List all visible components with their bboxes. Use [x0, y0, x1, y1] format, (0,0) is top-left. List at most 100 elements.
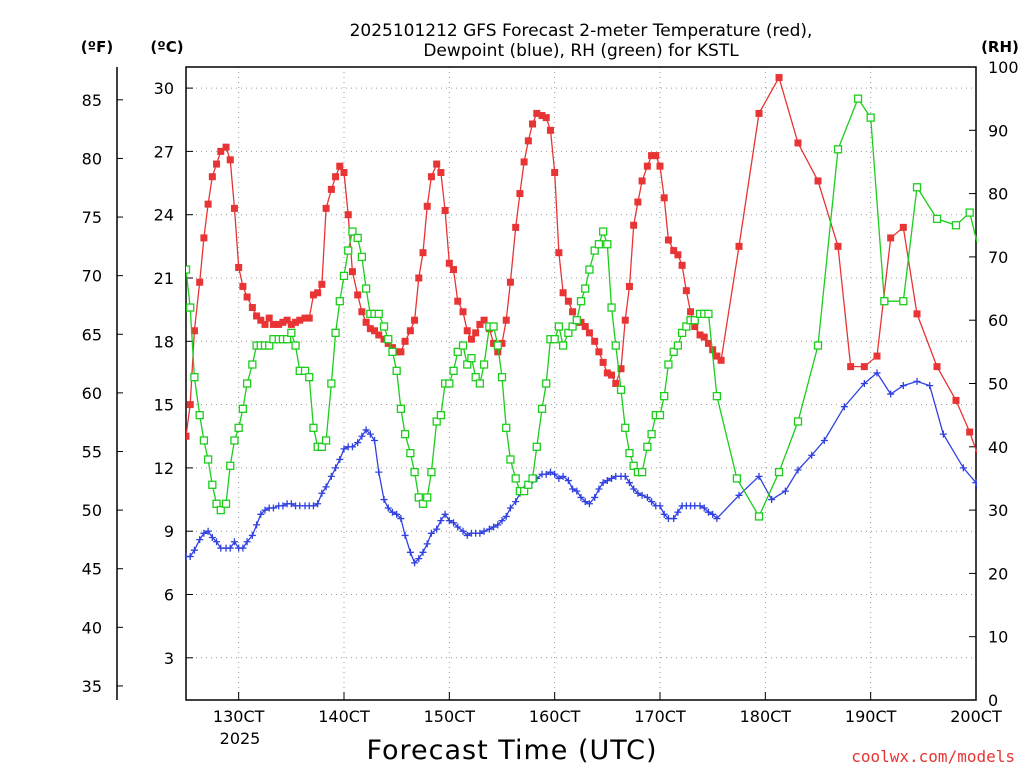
temperature-point — [506, 278, 514, 286]
dewpoint-point — [437, 517, 445, 525]
temperature-point — [393, 348, 401, 356]
rh-point — [230, 436, 239, 445]
temperature-point — [301, 314, 309, 322]
temperature-point — [358, 308, 366, 316]
rh-point — [899, 297, 908, 306]
dewpoint-point — [577, 493, 585, 501]
temperature-point — [1005, 355, 1012, 362]
fahrenheit-tick-label: 80 — [82, 149, 102, 168]
temperature-point — [336, 162, 344, 170]
rh-point — [598, 227, 608, 236]
temperature-point — [467, 335, 475, 343]
temperature-point — [648, 152, 656, 160]
temperature-point — [564, 297, 572, 305]
rh-tick-label: 10 — [988, 628, 1008, 647]
rh-tick-label: 60 — [988, 311, 1008, 330]
dewpoint-point — [794, 466, 802, 474]
grid — [186, 67, 976, 700]
temperature-point — [735, 242, 743, 250]
dewpoint-point — [585, 500, 593, 508]
rh-point — [629, 461, 638, 470]
celsius-tick-label: 30 — [154, 79, 174, 98]
temperature-point — [512, 223, 520, 231]
fahrenheit-tick-label: 35 — [82, 677, 102, 696]
temperature-point — [674, 251, 682, 259]
temperature-point — [406, 327, 414, 335]
rh-point — [208, 480, 217, 489]
temperature-point — [933, 363, 941, 371]
rh-point — [203, 455, 213, 464]
rh-point — [912, 183, 922, 192]
rh-point — [647, 429, 656, 439]
rh-point — [682, 322, 691, 331]
temperature-point — [380, 335, 388, 343]
temperature-point — [480, 316, 488, 324]
rh-point — [335, 297, 344, 306]
series-dewpoint — [186, 369, 977, 567]
rh-point — [951, 221, 961, 230]
fahrenheit-tick-label: 40 — [82, 618, 102, 637]
fahrenheit-tick-label: 70 — [82, 267, 102, 286]
rh-point — [475, 379, 485, 388]
dewpoint-point — [696, 502, 704, 510]
rh-point — [616, 385, 626, 394]
temperature-point — [775, 74, 783, 82]
temperature-point — [638, 177, 646, 185]
time-tick-label: 190CT — [845, 707, 897, 726]
dewpoint-point — [485, 525, 493, 533]
dewpoint-point — [388, 508, 396, 516]
temperature-point — [362, 318, 370, 326]
rh-point — [833, 145, 843, 154]
temperature-point — [691, 323, 699, 331]
rh-point — [414, 493, 423, 502]
x-axis-label: Forecast Time (UTC) — [366, 735, 657, 766]
temperature-point — [423, 202, 431, 210]
dewpoint-point — [926, 382, 934, 390]
temperature-point — [546, 126, 554, 134]
dewpoint-point — [887, 390, 895, 398]
dewpoint-point — [551, 470, 559, 478]
celsius-tick-label: 24 — [154, 206, 174, 225]
dewpoint-point — [480, 527, 488, 535]
dewpoint-point — [555, 474, 563, 482]
temperature-point — [433, 160, 441, 168]
rh-point — [379, 322, 389, 331]
temperature-point — [498, 339, 506, 347]
temperature-point — [235, 263, 243, 271]
temperature-point — [340, 169, 348, 176]
temperature-point — [529, 120, 537, 128]
temperature-point — [200, 234, 208, 242]
celsius-tick-label: 12 — [154, 459, 174, 478]
celsius-tick-label: 27 — [154, 142, 174, 161]
temperature-point — [494, 348, 502, 356]
rh-point — [999, 431, 1006, 438]
rh-point — [603, 240, 612, 249]
temperature-point — [577, 318, 585, 326]
temperature-point — [966, 428, 974, 436]
temperature-point — [309, 291, 317, 299]
rh-point — [353, 233, 362, 243]
temperature-point — [643, 162, 651, 170]
temperature-point — [520, 158, 528, 166]
temperature-point — [208, 173, 216, 181]
dewpoint-point — [348, 443, 356, 451]
rh-point — [357, 252, 367, 262]
temperature-point — [287, 320, 295, 328]
dewpoint-point — [371, 436, 379, 444]
rh-point — [558, 341, 568, 350]
temperature-point — [314, 289, 322, 297]
rh-point — [242, 379, 252, 388]
rh-point — [339, 271, 349, 281]
rh-point — [932, 214, 942, 224]
dewpoint-point — [959, 464, 967, 472]
rh-point — [331, 328, 340, 338]
rh-point — [866, 113, 875, 122]
temperature-point — [555, 249, 563, 257]
rh-point — [190, 373, 199, 382]
temperature-point — [490, 339, 498, 347]
rh-tick-label: 80 — [988, 185, 1008, 204]
temperature-point — [1019, 331, 1024, 338]
rh-point — [621, 423, 630, 432]
dewpoint-point — [674, 508, 682, 516]
temperature-point — [516, 190, 524, 198]
